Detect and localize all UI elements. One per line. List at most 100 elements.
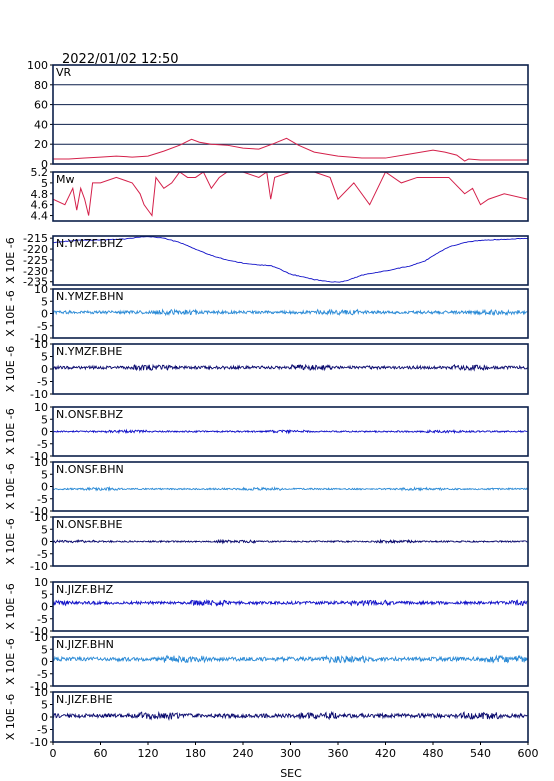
panel-frame [52, 461, 529, 512]
y-tick-label: -230 [23, 265, 48, 278]
y-tick-label: 5 [41, 468, 48, 481]
panel-vr: 0 20 40 60 80 100 VR [27, 59, 529, 171]
panel-label: N.YMZF.BHZ [56, 237, 123, 250]
panel-mw: 4.44.64.855.2 Mw [31, 166, 529, 223]
y-axis-title: X 10E -6 [4, 346, 17, 392]
y-axis-title: X 10E -6 [4, 518, 17, 564]
y-tick-label: -235 [23, 276, 48, 289]
y-tick-label: -215 [23, 232, 48, 245]
panel-frame [52, 171, 529, 222]
x-tick-label: 420 [375, 747, 396, 760]
panel-label: N.JIZF.BHN [56, 638, 114, 651]
panel-label: N.ONSF.BHE [56, 518, 122, 531]
y-tick-label: -225 [23, 254, 48, 267]
y-axis-title: X 10E -6 [4, 638, 17, 684]
y-tick-label: -5 [37, 668, 48, 681]
y-tick-label: 80 [34, 79, 48, 92]
series-n-onsf-bhn [53, 485, 528, 492]
y-tick-label: 10 [34, 686, 48, 699]
panel-frame [52, 288, 529, 339]
y-tick-label: 0 [41, 363, 48, 376]
panel-frame [52, 636, 529, 687]
y-tick-label: -5 [37, 376, 48, 389]
y-tick-label: 5 [41, 523, 48, 536]
y-tick-label: -5 [37, 320, 48, 333]
panel-frame [52, 64, 529, 165]
panel-frame [52, 406, 529, 457]
series-n-ymzf-bhn [53, 308, 528, 317]
y-tick-label: 10 [34, 511, 48, 524]
y-tick-label: -10 [30, 736, 48, 749]
y-tick-label: 0 [41, 536, 48, 549]
y-tick-label: 40 [34, 118, 48, 131]
y-tick-label: 5 [41, 588, 48, 601]
y-tick-label: -10 [30, 388, 48, 401]
x-axis: 0 60 120 180 240 300 360 420 480 540 600 [50, 742, 539, 760]
x-tick-label: 540 [470, 747, 491, 760]
y-tick-label: 0 [41, 711, 48, 724]
y-tick-label: -5 [37, 724, 48, 737]
y-tick-label: 60 [34, 99, 48, 112]
y-tick-label: 0 [41, 158, 48, 171]
series-mw [53, 172, 528, 217]
x-tick-label: 300 [280, 747, 301, 760]
x-tick-label: 360 [328, 747, 349, 760]
y-tick-label: 4.4 [31, 210, 49, 223]
x-axis-title: SEC [280, 767, 302, 780]
y-tick-label: 10 [34, 401, 48, 414]
y-tick-label: 5 [41, 699, 48, 712]
x-tick-label: 60 [94, 747, 108, 760]
x-tick-label: 0 [50, 747, 57, 760]
y-tick-label: -10 [30, 505, 48, 518]
series-n-ymzf-bhe [53, 363, 528, 372]
panel-label: N.YMZF.BHN [56, 290, 124, 303]
panels: 020406080100VR4.44.64.855.2Mw-215-220-22… [4, 59, 529, 749]
panel-label: N.JIZF.BHZ [56, 583, 114, 596]
panel-frame [52, 516, 529, 567]
y-tick-label: 5 [41, 413, 48, 426]
y-tick-label: 0 [41, 308, 48, 321]
series-n-jizf-bhn [53, 654, 528, 664]
panel-label: Mw [56, 173, 75, 186]
series-n-ymzf-bhz [53, 236, 528, 283]
y-tick-label: -10 [30, 332, 48, 345]
series-n-onsf-bhz [53, 428, 528, 435]
x-tick-label: 480 [423, 747, 444, 760]
y-tick-label: -5 [37, 438, 48, 451]
y-tick-label: 10 [34, 631, 48, 644]
y-tick-label: 0 [41, 481, 48, 494]
panel-label: N.ONSF.BHZ [56, 408, 123, 421]
y-tick-label: 0 [41, 426, 48, 439]
y-tick-label: 10 [34, 338, 48, 351]
y-tick-label: -5 [37, 493, 48, 506]
y-tick-label: -5 [37, 613, 48, 626]
y-tick-label: 4.8 [31, 188, 49, 201]
y-tick-label: -10 [30, 450, 48, 463]
series-vr [53, 137, 528, 162]
y-tick-label: 5.2 [31, 166, 49, 179]
series-n-onsf-bhe [53, 538, 528, 545]
panel-n-ymzf-bhz: -215-220-225-230-235 X 10E -6 N.YMZF.BHZ [4, 232, 529, 289]
y-tick-label: 20 [34, 138, 48, 151]
x-tick-label: 120 [138, 747, 159, 760]
panel-frame [52, 343, 529, 395]
panel-frame [52, 235, 529, 286]
x-tick-label: 180 [185, 747, 206, 760]
x-tick-label: 240 [233, 747, 254, 760]
series-n-jizf-bhz [53, 599, 528, 608]
y-tick-label: 5 [41, 351, 48, 364]
y-tick-label: 5 [41, 295, 48, 308]
y-axis-title: X 10E -6 [4, 583, 17, 629]
y-tick-label: 0 [41, 656, 48, 669]
y-tick-label: 10 [34, 456, 48, 469]
y-tick-label: -5 [37, 548, 48, 561]
panel-label: N.ONSF.BHN [56, 463, 124, 476]
